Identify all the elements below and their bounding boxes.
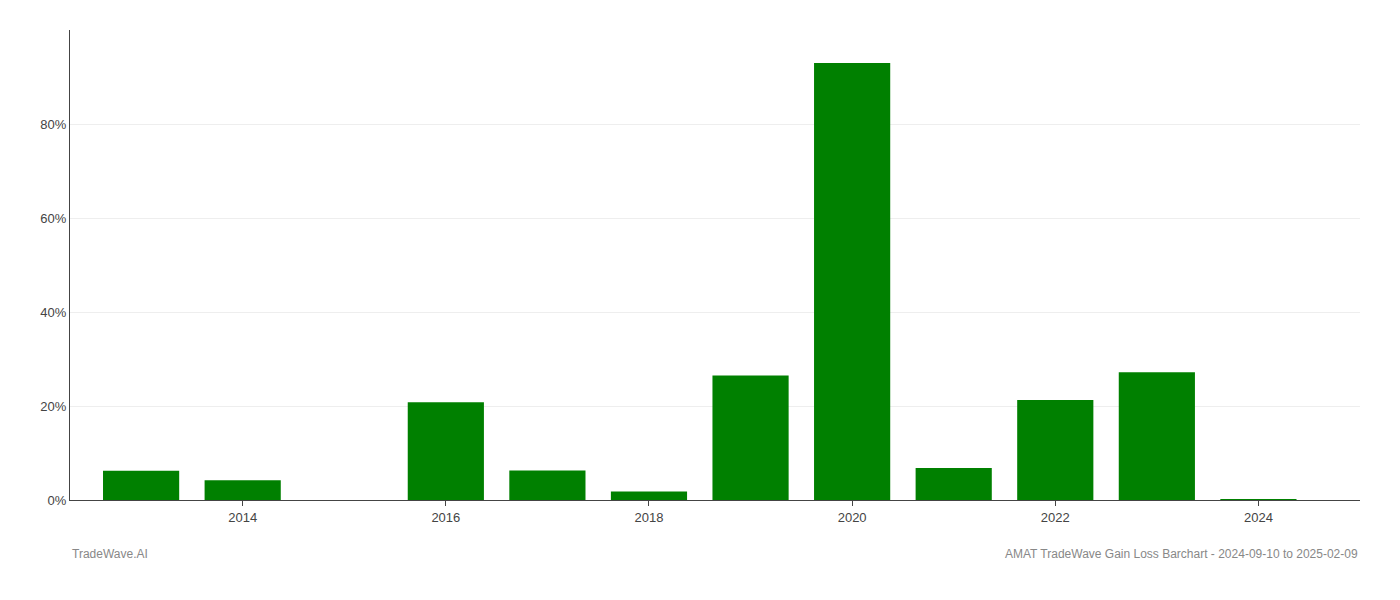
- svg-text:80%: 80%: [40, 117, 66, 132]
- svg-text:2014: 2014: [228, 510, 257, 525]
- svg-text:2016: 2016: [431, 510, 460, 525]
- svg-text:2022: 2022: [1041, 510, 1070, 525]
- svg-text:2018: 2018: [635, 510, 664, 525]
- svg-text:2020: 2020: [838, 510, 867, 525]
- svg-text:TradeWave.AI: TradeWave.AI: [72, 547, 148, 561]
- svg-text:20%: 20%: [40, 399, 66, 414]
- svg-text:40%: 40%: [40, 305, 66, 320]
- svg-text:AMAT TradeWave Gain Loss Barch: AMAT TradeWave Gain Loss Barchart - 2024…: [1005, 547, 1358, 561]
- svg-text:2024: 2024: [1244, 510, 1273, 525]
- svg-text:0%: 0%: [48, 493, 67, 508]
- svg-text:60%: 60%: [40, 211, 66, 226]
